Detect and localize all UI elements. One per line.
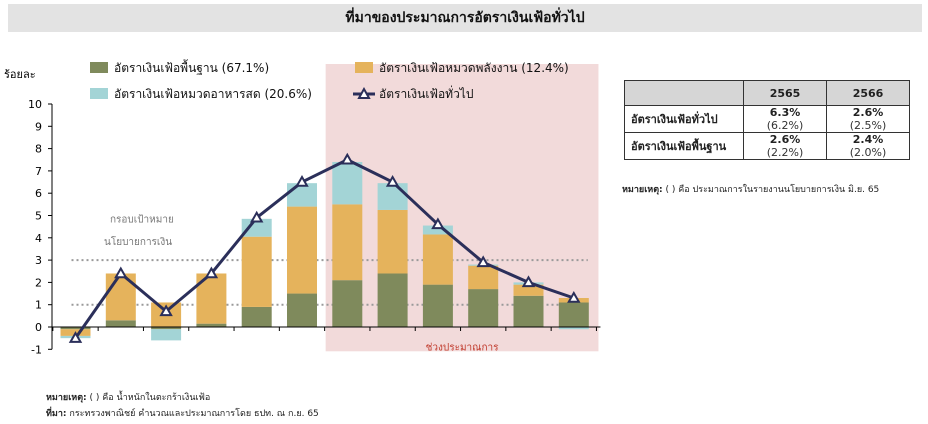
y-tick-label: 3 (35, 254, 42, 267)
prev-value: (6.2%) (766, 119, 804, 132)
note-text: ( ) คือ น้ำหนักในตะกร้าเงินเฟ้อ (86, 393, 211, 403)
row-label-core: อัตราเงินเฟ้อพื้นฐาน (624, 132, 744, 160)
source-text: กระทรวงพาณิชย์ คำนวณและประมาณการโดย ธปท.… (66, 409, 319, 419)
bar-segment (558, 327, 589, 330)
headline-inflation-point (431, 217, 445, 230)
note-label: หมายเหตุ: (622, 185, 663, 195)
source-note: ที่มา: กระทรวงพาณิชย์ คำนวณและประมาณการโ… (46, 406, 319, 420)
note-text: ( ) คือ ประมาณการในรายงานนโยบายการเงิน ม… (662, 185, 880, 195)
bar-segment (513, 284, 544, 296)
cell-core-2566: 2.4% (2.0%) (826, 132, 910, 160)
value: 2.6% (852, 106, 884, 119)
bar-segment (241, 236, 272, 307)
headline-inflation-point (476, 255, 490, 268)
cell-headline-2565: 6.3% (6.2%) (743, 105, 827, 133)
bar-segment (287, 206, 317, 294)
headline-inflation-point (521, 275, 536, 288)
legend-label: อัตราเงินเฟ้อหมวดอาหารสด (20.6%) (114, 87, 312, 101)
note-label: หมายเหตุ: (46, 393, 87, 403)
bar-segment (422, 225, 453, 235)
y-tick-label: -1 (31, 343, 42, 356)
bar-segment (558, 302, 589, 327)
y-tick-label: 7 (35, 165, 42, 178)
headline-inflation-point (68, 331, 83, 343)
legend-label: อัตราเงินเฟ้อทั่วไป (379, 85, 473, 101)
table-note: หมายเหตุ: ( ) คือ ประมาณการในรายงานนโยบา… (622, 182, 879, 196)
bar-segment (241, 218, 272, 237)
headline-inflation-point (249, 210, 264, 223)
source-label: ที่มา: (46, 409, 67, 419)
row-label-headline: อัตราเงินเฟ้อทั่วไป (624, 105, 744, 133)
bar-segment (287, 293, 317, 327)
headline-inflation-point (385, 175, 400, 187)
bar-segment (332, 161, 363, 205)
table-row: อัตราเงินเฟ้อพื้นฐาน 2.6% (2.2%) 2.4% (2… (624, 132, 910, 160)
table-header-corner (624, 80, 744, 106)
bar-segment (105, 320, 136, 327)
headline-inflation-line (74, 158, 575, 340)
headline-inflation-point (295, 175, 309, 187)
legend-label: อัตราเงินเฟ้อพื้นฐาน (67.1%) (114, 59, 269, 75)
cell-headline-2566: 2.6% (2.5%) (826, 105, 910, 133)
legend-swatch (355, 62, 373, 73)
bar-segment (196, 323, 227, 327)
y-tick-label: 9 (35, 120, 42, 133)
bar-segment (377, 209, 408, 274)
bar-segment (377, 183, 408, 210)
bar-segment (60, 327, 91, 330)
headline-inflation-point (340, 152, 355, 165)
bar-segment (151, 327, 182, 330)
y-tick-label: 8 (35, 143, 42, 156)
cell-core-2565: 2.6% (2.2%) (743, 132, 827, 160)
inflation-chart: กรอบเป้าหมายนโยบายการเงิน-1012345678910Q… (4, 59, 601, 356)
y-tick-label: 2 (35, 276, 42, 289)
bar-segment (422, 284, 453, 327)
bar-segment (468, 289, 499, 327)
headline-inflation-point (114, 266, 128, 279)
legend-label: อัตราเงินเฟ้อหมวดพลังงาน (12.4%) (379, 61, 569, 75)
table-header-row: 2565 2566 (624, 80, 910, 106)
y-tick-label: 0 (35, 321, 42, 334)
forecast-region (325, 64, 599, 352)
y-tick-label: 4 (35, 232, 42, 245)
headline-inflation-point (159, 304, 173, 317)
weight-note: หมายเหตุ: ( ) คือ น้ำหนักในตะกร้าเงินเฟ้… (46, 390, 210, 404)
target-band-label: นโยบายการเงิน (104, 235, 172, 248)
value: 6.3% (769, 106, 801, 119)
bar-segment (468, 265, 499, 290)
headline-inflation-point (567, 290, 581, 303)
bar-segment (377, 273, 408, 327)
prev-value: (2.5%) (849, 119, 887, 132)
table-header-2566: 2566 (826, 80, 910, 106)
prev-value: (2.0%) (849, 146, 887, 159)
prev-value: (2.2%) (766, 146, 804, 159)
y-tick-label: 5 (35, 210, 42, 223)
forecast-region-label: ช่วงประมาณการ (426, 342, 500, 353)
target-band-label: กรอบเป้าหมาย (110, 214, 174, 226)
y-tick-label: 10 (28, 98, 42, 111)
y-tick-label: 1 (35, 299, 42, 312)
headline-inflation-point (204, 266, 219, 279)
table-row: อัตราเงินเฟ้อทั่วไป 6.3% (6.2%) 2.6% (2.… (624, 105, 910, 133)
value: 2.4% (852, 133, 884, 146)
y-axis-label: ร้อยละ (4, 68, 36, 81)
bar-segment (332, 204, 363, 281)
bar-segment (241, 306, 272, 327)
page-title: ที่มาของประมาณการอัตราเงินเฟ้อทั่วไป (8, 4, 922, 32)
legend-swatch (90, 62, 108, 73)
bar-segment (332, 280, 363, 327)
table-header-2565: 2565 (743, 80, 827, 106)
bar-segment (513, 295, 544, 327)
legend-marker (357, 86, 371, 99)
forecast-table: 2565 2566 อัตราเงินเฟ้อทั่วไป 6.3% (6.2%… (624, 80, 910, 160)
bar-segment (422, 234, 453, 285)
legend-swatch (90, 88, 108, 99)
y-tick-label: 6 (35, 187, 42, 200)
value: 2.6% (769, 133, 801, 146)
bar-segment (151, 329, 182, 341)
